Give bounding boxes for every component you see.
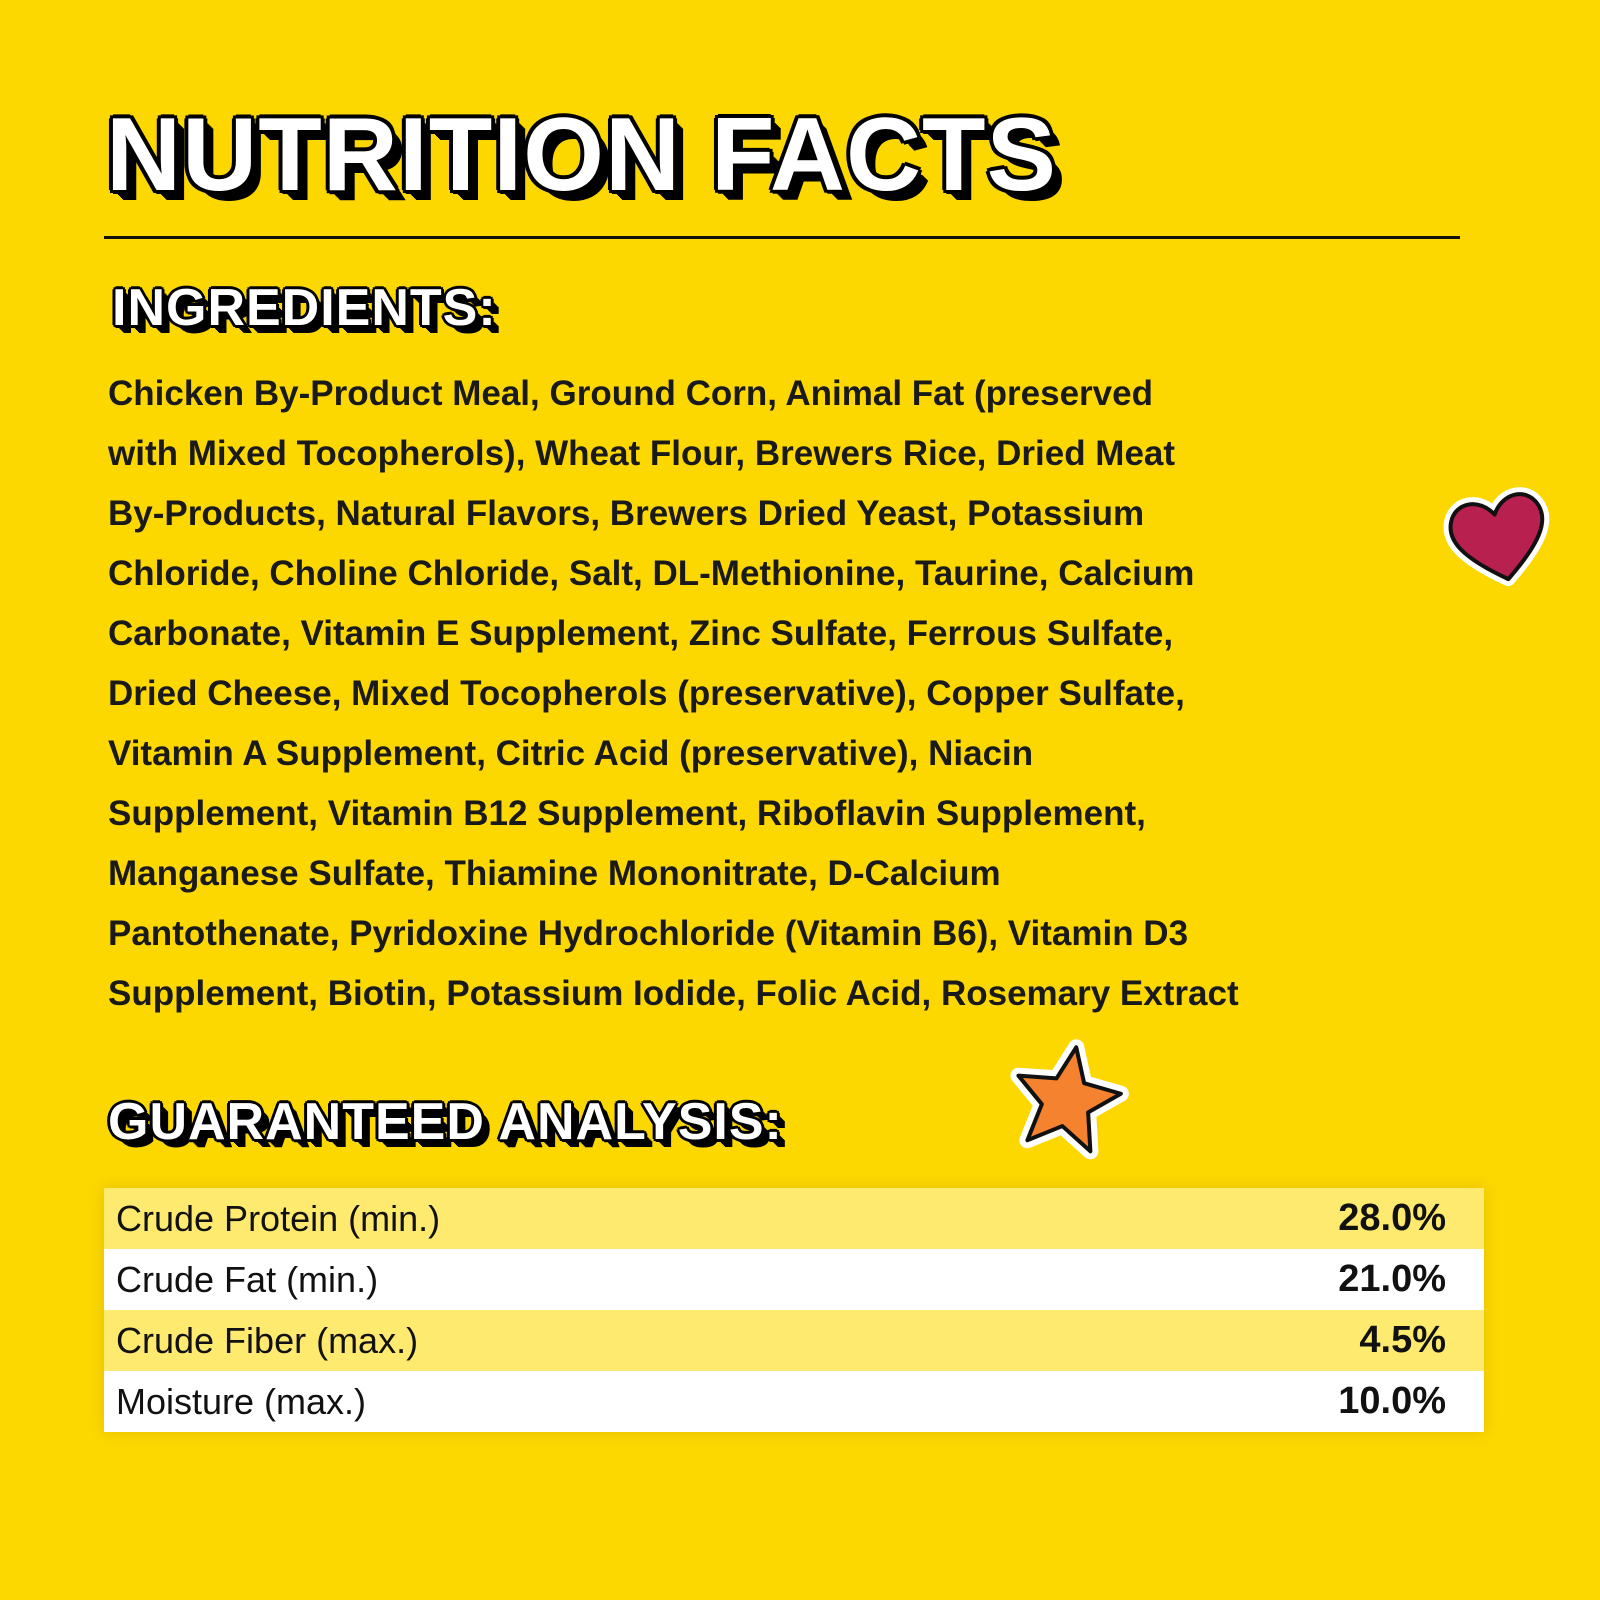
ingredients-line: Vitamin A Supplement, Citric Acid (prese… [108,734,1034,773]
divider [104,236,1460,239]
row-value: 21.0% [1338,1258,1446,1300]
star-icon [1010,1039,1129,1160]
ingredients-line: Carbonate, Vitamin E Supplement, Zinc Su… [108,614,1174,653]
ingredients-line: with Mixed Tocopherols), Wheat Flour, Br… [108,434,1176,473]
table-row: Crude Fiber (max.) 4.5% [104,1310,1484,1371]
ingredients-line: Supplement, Biotin, Potassium Iodide, Fo… [108,974,1239,1013]
analysis-table: Crude Protein (min.) 28.0% Crude Fat (mi… [104,1188,1484,1432]
row-label: Moisture (max.) [116,1380,367,1422]
row-label: Crude Protein (min.) [116,1197,441,1239]
ingredients-line: Chicken By-Product Meal, Ground Corn, An… [108,374,1153,413]
heart-icon [1443,487,1550,587]
row-value: 10.0% [1338,1380,1446,1422]
ingredients-line: Manganese Sulfate, Thiamine Mononitrate,… [108,854,1001,893]
analysis-heading: GUARANTEED ANALYSIS: [108,1093,783,1151]
table-row: Crude Fat (min.) 21.0% [104,1249,1484,1310]
page-title: NUTRITION FACTS [106,97,1057,213]
row-label: Crude Fiber (max.) [116,1319,419,1361]
ingredients-line: Chloride, Choline Chloride, Salt, DL-Met… [108,554,1195,593]
row-value: 4.5% [1359,1319,1446,1361]
ingredients-line: Dried Cheese, Mixed Tocopherols (preserv… [108,674,1185,713]
table-row: Crude Protein (min.) 28.0% [104,1188,1484,1249]
ingredients-list: Chicken By-Product Meal, Ground Corn, An… [108,364,1239,1024]
ingredients-heading: INGREDIENTS: [112,279,497,337]
ingredients-line: Pantothenate, Pyridoxine Hydrochloride (… [108,914,1189,953]
ingredients-line: By-Products, Natural Flavors, Brewers Dr… [108,494,1145,533]
row-value: 28.0% [1338,1197,1446,1239]
row-label: Crude Fat (min.) [116,1258,379,1300]
table-row: Moisture (max.) 10.0% [104,1371,1484,1432]
ingredients-line: Supplement, Vitamin B12 Supplement, Ribo… [108,794,1146,833]
